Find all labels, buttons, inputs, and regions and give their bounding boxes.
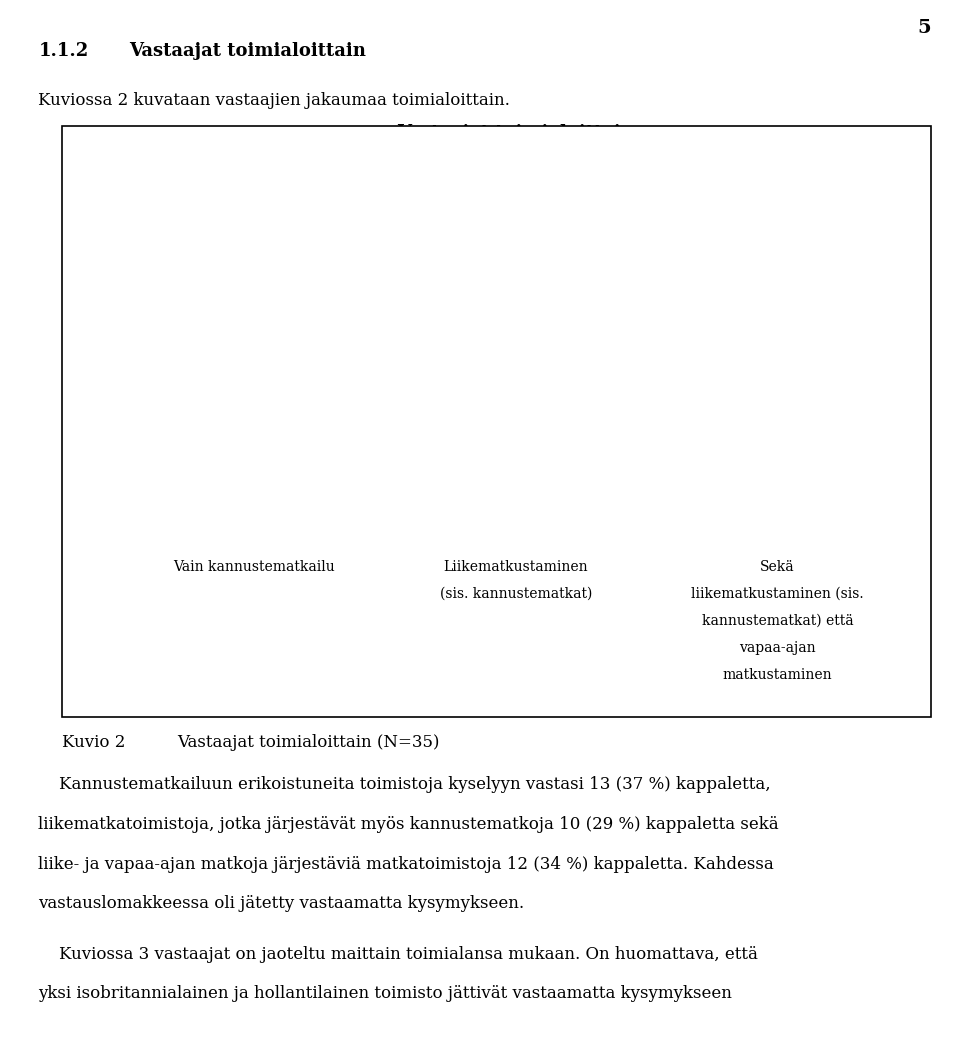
Text: yksi isobritannialainen ja hollantilainen toimisto jättivät vastaamatta kysymyks: yksi isobritannialainen ja hollantilaine…	[38, 985, 732, 1002]
Text: Kannustematkailuun erikoistuneita toimistoja kyselyyn vastasi 13 (37 %) kappalet: Kannustematkailuun erikoistuneita toimis…	[38, 776, 771, 793]
Text: Kuvio 2: Kuvio 2	[62, 734, 126, 751]
Text: vastauslomakkeessa oli jätetty vastaamatta kysymykseen.: vastauslomakkeessa oli jätetty vastaamat…	[38, 895, 524, 912]
Bar	[202, 204, 306, 544]
Text: liikematkatoimistoja, jotka järjestävät myös kannustematkoja 10 (29 %) kappalett: liikematkatoimistoja, jotka järjestävät …	[38, 816, 779, 833]
Text: 5: 5	[918, 19, 931, 37]
Text: 10: 10	[506, 264, 526, 277]
Text: Kuviossa 2 kuvataan vastaajien jakaumaa toimialoittain.: Kuviossa 2 kuvataan vastaajien jakaumaa …	[38, 92, 511, 109]
Text: kannustematkat) että: kannustematkat) että	[702, 614, 853, 628]
Title: Vastaajat toimialoittain: Vastaajat toimialoittain	[397, 123, 635, 142]
Text: vapaa-ajan: vapaa-ajan	[739, 641, 816, 655]
Text: Vastaajat toimialoittain (N=35): Vastaajat toimialoittain (N=35)	[178, 734, 440, 751]
Bar	[726, 230, 830, 544]
Text: (sis. kannustematkat): (sis. kannustematkat)	[440, 587, 592, 600]
Text: matkustaminen: matkustaminen	[723, 668, 832, 682]
Text: Sekä: Sekä	[760, 560, 795, 573]
Text: 12: 12	[768, 211, 787, 225]
Bar	[464, 282, 568, 544]
Text: 13: 13	[245, 185, 264, 199]
Text: Vastaajat toimialoittain: Vastaajat toimialoittain	[130, 42, 367, 60]
Text: liike- ja vapaa-ajan matkoja järjestäviä matkatoimistoja 12 (34 %) kappaletta. K: liike- ja vapaa-ajan matkoja järjestäviä…	[38, 856, 774, 872]
Text: 1.1.2: 1.1.2	[38, 42, 88, 60]
Text: Kuviossa 3 vastaajat on jaoteltu maittain toimialansa mukaan. On huomattava, ett: Kuviossa 3 vastaajat on jaoteltu maittai…	[38, 946, 758, 962]
Text: liikematkustaminen (sis.: liikematkustaminen (sis.	[691, 587, 864, 600]
Text: Vain kannustematkailu: Vain kannustematkailu	[174, 560, 335, 573]
Text: Liikematkustaminen: Liikematkustaminen	[444, 560, 588, 573]
